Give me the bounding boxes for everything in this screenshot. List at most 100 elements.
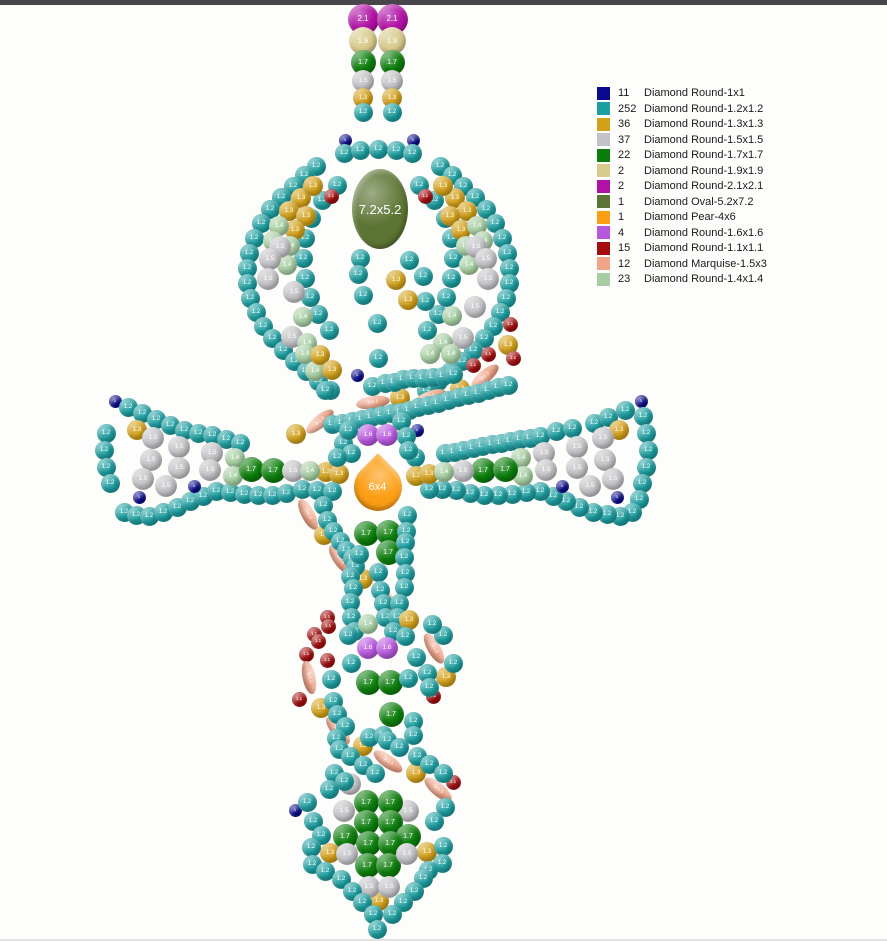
stone-silver[interactable]: 1.5 [283, 281, 305, 303]
stone-silver[interactable]: 1.5 [132, 468, 154, 490]
stone-teal[interactable]: 1.2 [562, 418, 582, 438]
stone-navy[interactable]: 1 [610, 490, 624, 504]
stone-red[interactable]: 1.1 [310, 633, 326, 649]
stone-silver[interactable]: 1.5 [352, 70, 374, 92]
stone-teal[interactable]: 1.2 [301, 837, 321, 857]
stone-silver[interactable]: 1.5 [566, 436, 588, 458]
stone-teal[interactable]: 1.2 [395, 532, 415, 552]
stone-orchid[interactable]: 1.6 [376, 424, 398, 446]
stone-teal[interactable]: 1.2 [248, 485, 268, 505]
stone-silver[interactable]: 1.5 [381, 70, 403, 92]
stone-green[interactable]: 1.7 [492, 456, 518, 482]
stone-navy[interactable]: 1 [187, 479, 201, 493]
stone-silver[interactable]: 1.5 [452, 327, 474, 349]
stone-gold[interactable]: 1.3 [320, 843, 340, 863]
stone-teal[interactable]: 1.2 [230, 433, 250, 453]
stone-navy[interactable]: 1 [406, 133, 420, 147]
stone-gold[interactable]: 1.3 [382, 88, 402, 108]
stone-teal[interactable]: 1.2 [419, 677, 439, 697]
stone-red[interactable]: 1.1 [502, 316, 518, 332]
stone-teal[interactable]: 1.2 [476, 199, 496, 219]
stone-green[interactable]: 1.7 [377, 669, 403, 695]
stone-navy[interactable]: 1 [338, 133, 352, 147]
stone-silver[interactable]: 1.5 [475, 248, 497, 270]
stone-gold[interactable]: 1.3 [433, 176, 453, 196]
stone-teal[interactable]: 1.2 [321, 669, 341, 689]
stone-teal[interactable]: 1.2 [498, 375, 518, 395]
stone-teal[interactable]: 1.2 [382, 904, 402, 924]
stone-teal[interactable]: 1.2 [350, 140, 370, 160]
stone-silver[interactable]: 1.5 [602, 468, 624, 490]
stone-gold[interactable]: 1.3 [498, 335, 518, 355]
stone-teal[interactable]: 1.2 [499, 273, 519, 293]
stone-teal[interactable]: 1.2 [308, 304, 328, 324]
stone-teal[interactable]: 1.2 [363, 904, 383, 924]
stone-marquise[interactable]: 3x1.5 [299, 659, 319, 695]
stone-silver[interactable]: 1.5 [259, 248, 281, 270]
stone-teal[interactable]: 1.2 [399, 250, 419, 270]
stone-teal[interactable]: 1.2 [636, 457, 656, 477]
stone-lightgreen[interactable]: 1.4 [358, 614, 378, 634]
stone-teal[interactable]: 1.2 [251, 213, 271, 233]
stone-teal[interactable]: 1.2 [334, 143, 354, 163]
stone-navy[interactable]: 1 [350, 368, 364, 382]
stone-teal[interactable]: 1.2 [403, 725, 423, 745]
stone-teal[interactable]: 1.2 [237, 258, 257, 278]
stone-silver[interactable]: 1.5 [140, 449, 162, 471]
stone-green[interactable]: 1.7 [375, 519, 401, 545]
stone-teal[interactable]: 1.2 [615, 400, 635, 420]
stone-silver[interactable]: 1.5 [579, 475, 601, 497]
stone-teal[interactable]: 1.2 [340, 592, 360, 612]
stone-teal[interactable]: 1.2 [96, 423, 116, 443]
stone-teal[interactable]: 1.2 [394, 547, 414, 567]
stone-lightgreen[interactable]: 1.4 [277, 255, 297, 275]
stone-silver[interactable]: 1.5 [336, 843, 358, 865]
stone-silver[interactable]: 1.5 [396, 843, 418, 865]
stone-teal[interactable]: 1.2 [293, 248, 313, 268]
stone-teal[interactable]: 1.2 [633, 406, 653, 426]
stone-green[interactable]: 1.7 [353, 520, 379, 546]
stone-teal[interactable]: 1.2 [415, 291, 435, 311]
stone-silver[interactable]: 1.5 [378, 876, 400, 898]
stone-teal[interactable]: 1.2 [368, 348, 388, 368]
stone-gold[interactable]: 1.3 [310, 345, 330, 365]
stone-teal[interactable]: 1.2 [419, 479, 439, 499]
stone-teal[interactable]: 1.2 [260, 199, 280, 219]
stone-teal[interactable]: 1.2 [413, 266, 433, 286]
stone-teal[interactable]: 1.2 [443, 248, 463, 268]
stone-gold[interactable]: 1.3 [286, 424, 306, 444]
stone-teal[interactable]: 1.2 [530, 426, 550, 446]
stone-red[interactable]: 1.1 [505, 350, 521, 366]
stone-teal[interactable]: 1.2 [94, 440, 114, 460]
stone-silver[interactable]: 1.5 [594, 449, 616, 471]
stone-teal[interactable]: 1.2 [367, 919, 387, 939]
stone-lightgreen[interactable]: 1.4 [442, 306, 462, 326]
stone-gold[interactable]: 1.3 [451, 220, 471, 240]
stone-silver[interactable]: 1.5 [142, 427, 164, 449]
stone-lightgreen[interactable]: 1.4 [305, 361, 325, 381]
stone-navy[interactable]: 1 [108, 394, 122, 408]
stone-gold[interactable]: 1.3 [329, 464, 349, 484]
stone-teal[interactable]: 1.2 [398, 440, 418, 460]
stone-lightgreen[interactable]: 1.4 [459, 255, 479, 275]
stone-teal[interactable]: 1.2 [632, 473, 652, 493]
stone-teal[interactable]: 1.2 [395, 626, 415, 646]
stone-silver[interactable]: 1.5 [464, 296, 486, 318]
stone-teal[interactable]: 1.2 [315, 380, 335, 400]
stone-gold[interactable]: 1.3 [322, 360, 342, 380]
stone-teal[interactable]: 1.2 [341, 653, 361, 673]
stone-khaki[interactable]: 1.9 [349, 27, 377, 55]
stone-teal[interactable]: 1.2 [638, 440, 658, 460]
stone-green[interactable]: 1.7 [355, 830, 381, 856]
stone-silver[interactable]: 1.5 [592, 427, 614, 449]
stone-teal[interactable]: 1.2 [244, 228, 264, 248]
stone-green[interactable]: 1.7 [260, 457, 286, 483]
stone-gold[interactable]: 1.3 [399, 610, 419, 630]
stone-teal[interactable]: 1.2 [443, 364, 463, 384]
stone-silver[interactable]: 1.5 [199, 459, 221, 481]
stone-teal[interactable]: 1.2 [516, 482, 536, 502]
stone-teal[interactable]: 1.2 [422, 614, 442, 634]
stone-silver[interactable]: 1.5 [477, 268, 499, 290]
stone-teal[interactable]: 1.2 [292, 479, 312, 499]
stone-green[interactable]: 1.7 [470, 457, 496, 483]
